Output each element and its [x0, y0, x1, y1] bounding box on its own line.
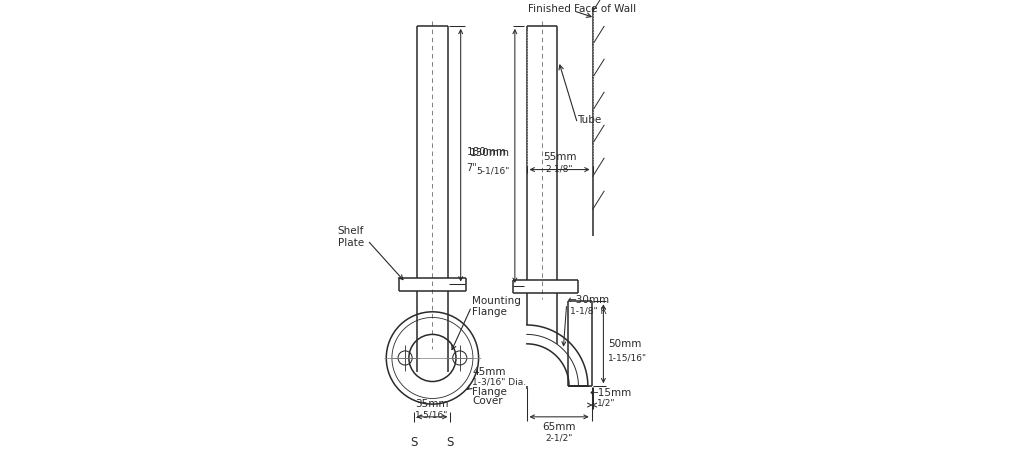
Text: Tube: Tube — [577, 115, 602, 125]
Text: 65mm: 65mm — [542, 422, 576, 432]
Text: ←30mm: ←30mm — [567, 295, 609, 306]
Text: 5-1/16": 5-1/16" — [477, 166, 510, 176]
Text: S: S — [410, 436, 417, 449]
Text: Finished Face of Wall: Finished Face of Wall — [528, 4, 637, 15]
Text: 7": 7" — [466, 163, 477, 173]
Text: 1/2": 1/2" — [598, 398, 616, 407]
Text: Mounting: Mounting — [473, 296, 522, 307]
Text: 1-15/16": 1-15/16" — [608, 353, 647, 363]
Text: 35mm: 35mm — [415, 399, 449, 409]
Text: 2-1/8": 2-1/8" — [546, 164, 573, 173]
Text: Flange: Flange — [473, 387, 507, 397]
Text: 45mm: 45mm — [473, 367, 506, 377]
Text: S: S — [447, 436, 454, 449]
Text: 1-5/16": 1-5/16" — [415, 410, 449, 419]
Text: 180mm: 180mm — [466, 147, 506, 157]
Text: 50mm: 50mm — [608, 339, 642, 349]
Text: Plate: Plate — [338, 237, 364, 248]
Text: 1-3/16" Dia.: 1-3/16" Dia. — [473, 377, 527, 386]
Text: Flange: Flange — [473, 307, 507, 317]
Text: 130mm: 130mm — [470, 148, 510, 158]
Text: ←15mm: ←15mm — [589, 388, 631, 398]
Text: 55mm: 55mm — [543, 152, 576, 162]
Text: 2-1/2": 2-1/2" — [545, 434, 573, 443]
Text: Shelf: Shelf — [338, 226, 364, 236]
Text: 1-1/8" R: 1-1/8" R — [570, 306, 607, 316]
Text: Cover: Cover — [473, 396, 503, 406]
